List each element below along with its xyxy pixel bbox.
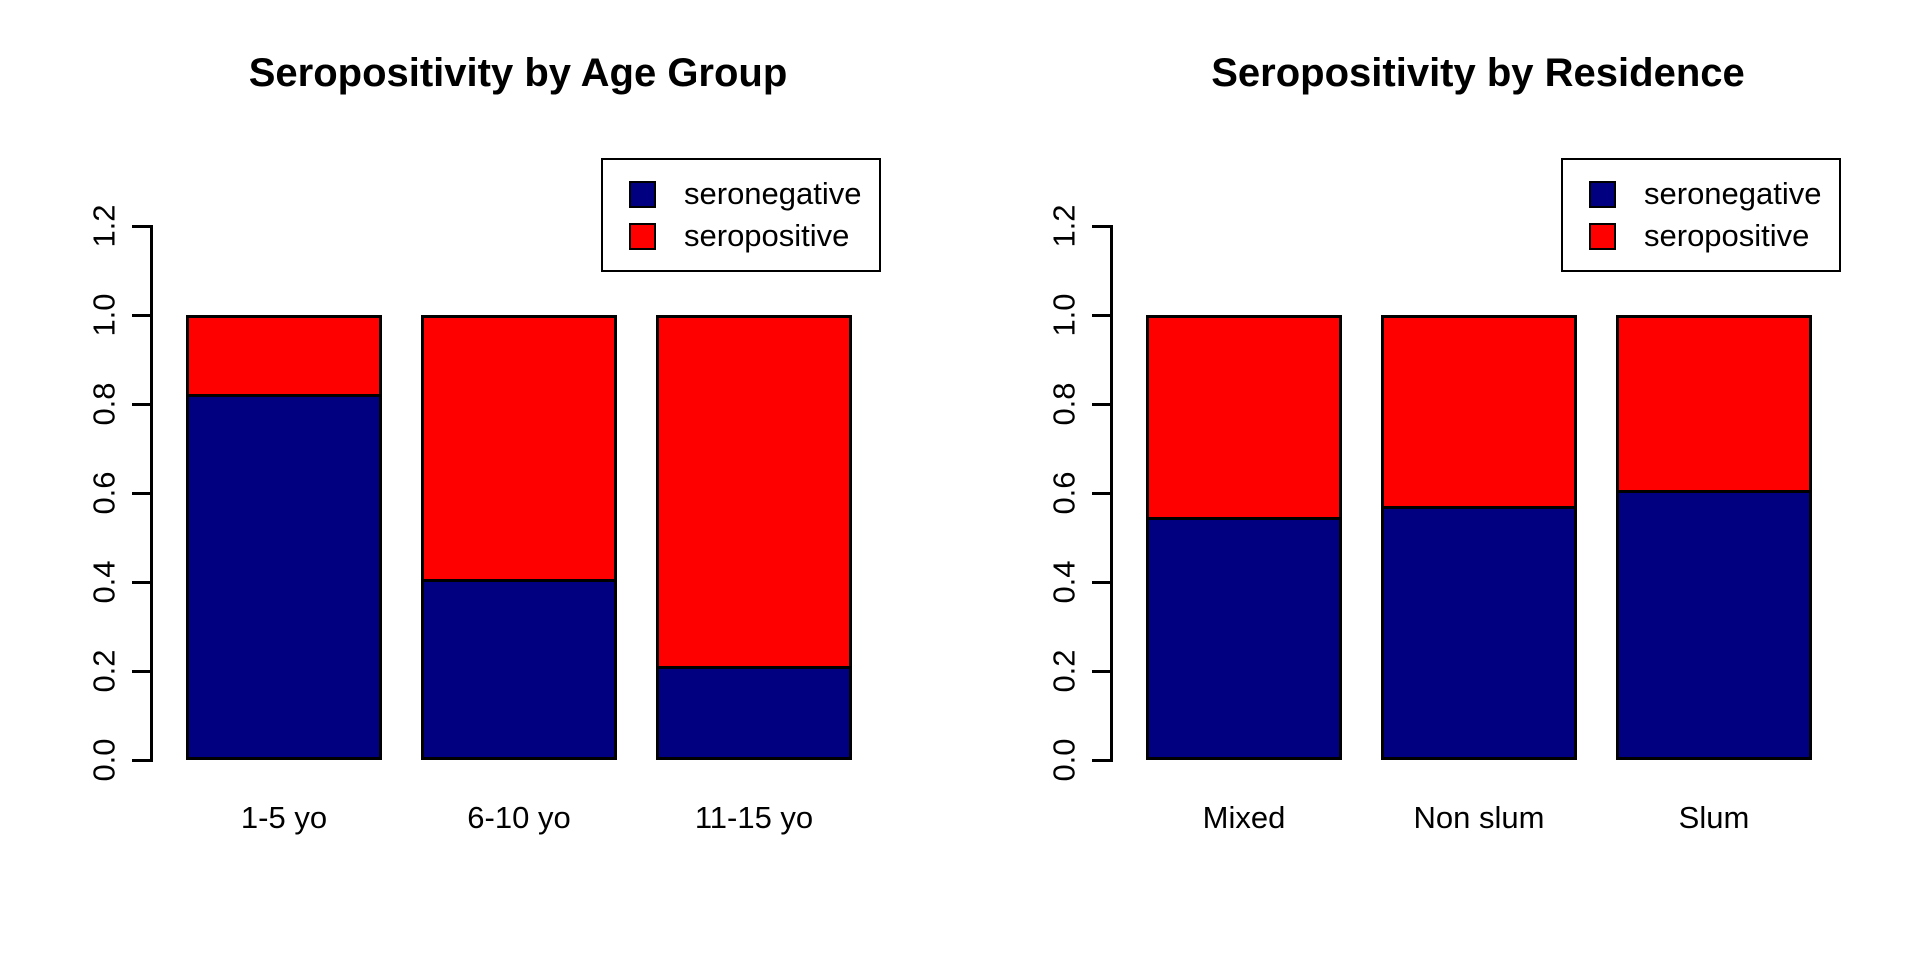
y-tick-label: 0.6 (1046, 471, 1082, 515)
bar-segment-seronegative (421, 579, 617, 760)
y-tick-label: 0.8 (86, 382, 122, 426)
legend-label-seronegative: seronegative (1644, 176, 1822, 211)
legend-row-seropositive: seropositive (629, 220, 879, 252)
legend-row-seropositive: seropositive (1589, 220, 1839, 252)
residence-chart-title: Seropositivity by Residence (1211, 51, 1745, 95)
seropositive-swatch-icon (1589, 222, 1616, 250)
y-tick-mark (1092, 225, 1110, 228)
x-axis-category-label: 6-10 yo (467, 800, 571, 835)
y-tick-label: 0.4 (1046, 560, 1082, 604)
y-tick-mark (132, 670, 150, 673)
bar-segment-seropositive (186, 315, 382, 397)
legend-label-seropositive: seropositive (1644, 218, 1810, 253)
y-tick-label: 0.4 (86, 560, 122, 604)
x-axis-category-label: Mixed (1202, 800, 1286, 835)
x-axis-category-label: Non slum (1413, 800, 1545, 835)
residence-chart-panel: Seropositivity by Residence 0.0 0.2 0.4 0.6… (960, 0, 1920, 960)
y-tick-mark (132, 759, 150, 762)
legend-label-seronegative: seronegative (684, 176, 862, 211)
y-tick-mark (1092, 759, 1110, 762)
y-tick-label: 1.2 (1046, 204, 1082, 248)
y-tick-label: 0.8 (1046, 382, 1082, 426)
y-tick-mark (132, 225, 150, 228)
bar-segment-seronegative (656, 666, 852, 760)
y-tick-label: 1.0 (1046, 293, 1082, 337)
bar-segment-seronegative (1381, 506, 1577, 760)
stacked-bar-mixed (1146, 315, 1342, 760)
bar-segment-seronegative (1146, 517, 1342, 760)
y-tick-mark (1092, 581, 1110, 584)
y-tick-mark (132, 492, 150, 495)
bar-segment-seronegative (186, 394, 382, 760)
stacked-bar-11-15-yo (656, 315, 852, 760)
y-tick-mark (132, 314, 150, 317)
x-axis-category-label: Slum (1678, 800, 1750, 835)
y-tick-label: 0.2 (1046, 649, 1082, 693)
y-axis-line (150, 225, 153, 762)
bar-segment-seropositive (656, 315, 852, 669)
bar-segment-seropositive (1616, 315, 1812, 493)
y-tick-mark (1092, 403, 1110, 406)
y-tick-label: 0.0 (1046, 738, 1082, 782)
stacked-bar-slum (1616, 315, 1812, 760)
y-tick-mark (1092, 670, 1110, 673)
x-axis-category-label: 11-15 yo (694, 800, 814, 835)
y-tick-label: 0.0 (86, 738, 122, 782)
bar-segment-seronegative (1616, 490, 1812, 760)
legend-label-seropositive: seropositive (684, 218, 850, 253)
age-group-legend: seronegative seropositive (601, 158, 881, 272)
legend-row-seronegative: seronegative (629, 178, 879, 210)
bar-segment-seropositive (1146, 315, 1342, 520)
y-tick-label: 0.6 (86, 471, 122, 515)
stacked-bar-1-5-yo (186, 315, 382, 760)
y-tick-mark (132, 403, 150, 406)
seronegative-swatch-icon (1589, 180, 1616, 208)
y-tick-mark (132, 581, 150, 584)
age-group-chart-panel: Seropositivity by Age Group 0.0 0.2 0.4 0.6… (86, 51, 881, 835)
y-axis-line (1110, 225, 1113, 762)
y-tick-mark (1092, 492, 1110, 495)
residence-legend: seronegative seropositive (1561, 158, 1841, 272)
stacked-bar-non-slum (1381, 315, 1577, 760)
bar-segment-seropositive (421, 315, 617, 582)
age-group-chart-title: Seropositivity by Age Group (248, 51, 788, 95)
stacked-bar-6-10-yo (421, 315, 617, 760)
legend-row-seronegative: seronegative (1589, 178, 1839, 210)
y-tick-mark (1092, 314, 1110, 317)
y-tick-label: 0.2 (86, 649, 122, 693)
y-tick-label: 1.2 (86, 204, 122, 248)
bar-segment-seropositive (1381, 315, 1577, 509)
y-tick-label: 1.0 (86, 293, 122, 337)
seropositive-swatch-icon (629, 222, 656, 250)
seronegative-swatch-icon (629, 180, 656, 208)
x-axis-category-label: 1-5 yo (240, 800, 328, 835)
